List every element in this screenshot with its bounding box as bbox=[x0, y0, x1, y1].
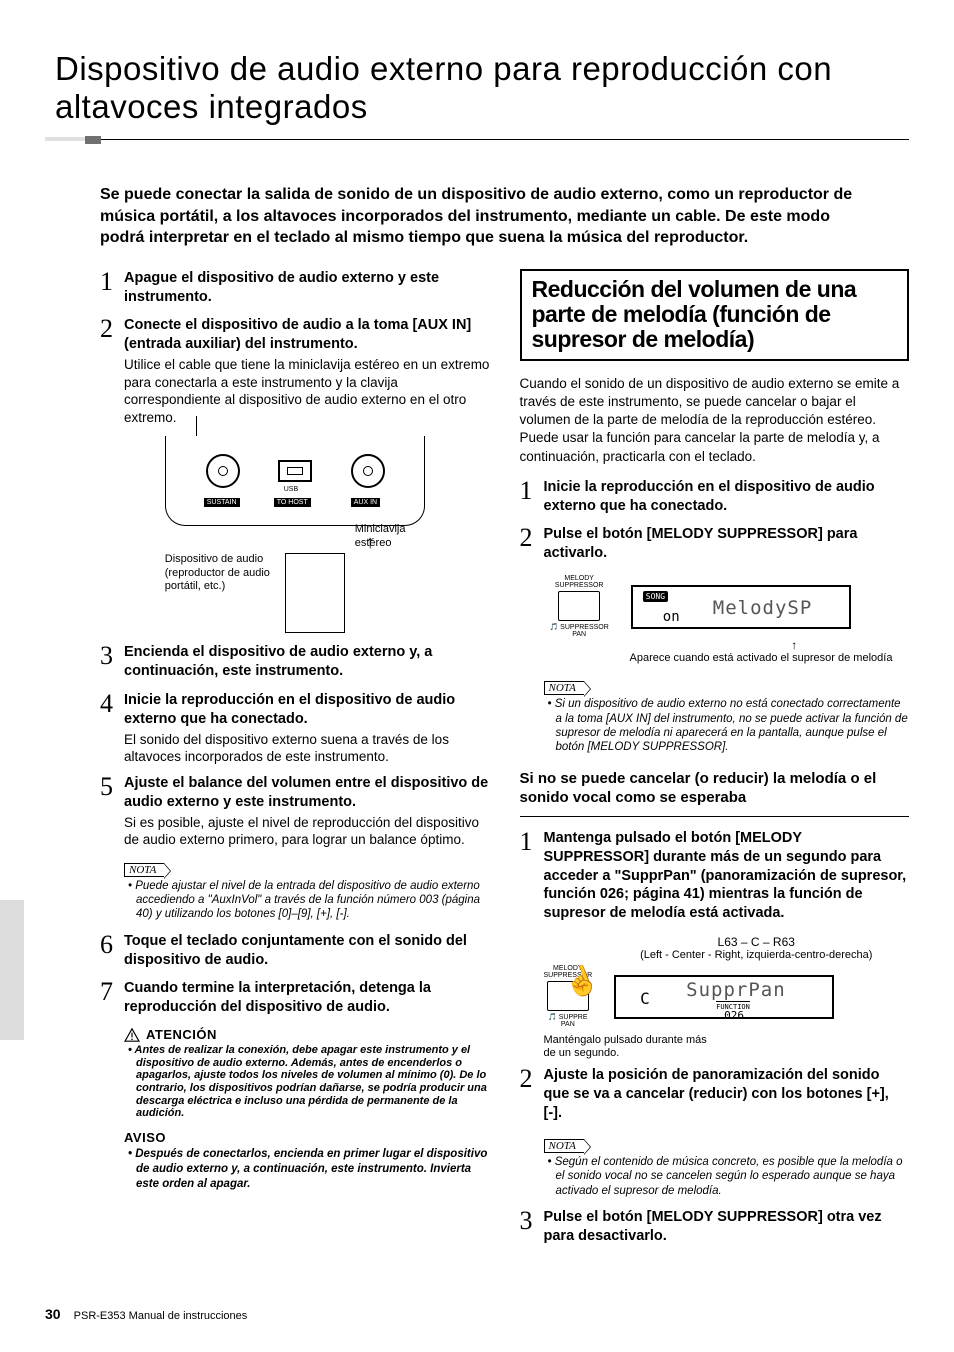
step-num: 2 bbox=[520, 525, 544, 565]
atencion-label: ATENCIÓN bbox=[146, 1027, 217, 1042]
step-title: Pulse el botón [MELODY SUPPRESSOR] otra … bbox=[544, 1208, 910, 1246]
nota-b-text: • Según el contenido de música concreto,… bbox=[556, 1155, 910, 1198]
nota-label: NOTA bbox=[544, 681, 584, 695]
step-title: Conecte el dispositivo de audio a la tom… bbox=[124, 316, 490, 354]
connection-diagram: SUSTAIN USB TO HOST AUX IN ↑ Dispositivo… bbox=[165, 436, 425, 633]
miniclavija-caption: Miniclavija estéreo bbox=[355, 523, 415, 549]
step-num: 1 bbox=[520, 478, 544, 518]
hold-caption: Manténgalo pulsado durante más de un seg… bbox=[544, 1034, 714, 1060]
step-5: 5 Ajuste el balance del volumen entre el… bbox=[100, 774, 490, 849]
left-column: 1 Apague el dispositivo de audio externo… bbox=[100, 269, 490, 1256]
step-1: 1 Apague el dispositivo de audio externo… bbox=[100, 269, 490, 309]
step-num: 1 bbox=[520, 829, 544, 925]
step-title: Apague el dispositivo de audio externo y… bbox=[124, 269, 490, 307]
step-title: Ajuste el balance del volumen entre el d… bbox=[124, 774, 490, 812]
sustain-label: SUSTAIN bbox=[204, 498, 240, 507]
rb-step-1: 1 Mantenga pulsado el botón [MELODY SUPP… bbox=[520, 829, 910, 925]
atencion-row: ATENCIÓN bbox=[124, 1027, 490, 1042]
nota-label: NOTA bbox=[124, 863, 164, 877]
step-title: Cuando termine la interpretación, deteng… bbox=[124, 979, 490, 1017]
step-desc: Si es posible, ajuste el nivel de reprod… bbox=[124, 814, 490, 849]
divider bbox=[520, 816, 910, 817]
device-caption: Dispositivo de audio (reproductor de aud… bbox=[165, 553, 275, 593]
step-num: 2 bbox=[100, 316, 124, 426]
lcd-text: MelodySP bbox=[713, 597, 813, 619]
auxin-label: AUX IN bbox=[351, 498, 380, 507]
step-3: 3 Encienda el dispositivo de audio exter… bbox=[100, 643, 490, 683]
step-desc: Utilice el cable que tiene la miniclavij… bbox=[124, 356, 490, 426]
footer: 30 PSR-E353 Manual de instrucciones bbox=[45, 1306, 247, 1322]
range-top: L63 – C – R63 bbox=[604, 935, 910, 949]
step-num: 2 bbox=[520, 1066, 544, 1125]
step-2: 2 Conecte el dispositivo de audio a la t… bbox=[100, 316, 490, 426]
btn-bottom-label: 🎵 SUPPRESSOR PAN bbox=[550, 623, 609, 638]
display1-caption: Aparece cuando está activado el supresor… bbox=[630, 652, 910, 665]
tohost-label: TO HOST bbox=[274, 498, 311, 507]
step-num: 5 bbox=[100, 774, 124, 849]
step-title: Mantenga pulsado el botón [MELODY SUPPRE… bbox=[544, 829, 910, 923]
lcd-on: on bbox=[663, 609, 680, 625]
page-number: 30 bbox=[45, 1306, 61, 1322]
warning-icon bbox=[124, 1028, 140, 1042]
atencion-text: • Antes de realizar la conexión, debe ap… bbox=[136, 1044, 490, 1120]
nota-5-text: • Puede ajustar el nivel de la entrada d… bbox=[136, 879, 490, 922]
section-heading: Reducción del volumen de una parte de me… bbox=[532, 277, 898, 353]
step-7: 7 Cuando termine la interpretación, dete… bbox=[100, 979, 490, 1019]
lcd-c: C bbox=[640, 989, 650, 1008]
section-intro: Cuando el sonido de un dispositivo de au… bbox=[520, 375, 910, 466]
function-num: 026 bbox=[724, 1009, 744, 1022]
intro-text: Se puede conectar la salida de sonido de… bbox=[100, 184, 869, 249]
step-title: Encienda el dispositivo de audio externo… bbox=[124, 643, 490, 681]
step-num: 3 bbox=[520, 1208, 544, 1248]
range-sub: (Left - Center - Right, izquierda-centro… bbox=[604, 949, 910, 961]
page-title: Dispositivo de audio externo para reprod… bbox=[55, 50, 909, 126]
display-diagram-2: L63 – C – R63 (Left - Center - Right, iz… bbox=[544, 935, 910, 1060]
btn-top-label: MELODY SUPPRESSOR bbox=[550, 575, 609, 589]
step-num: 7 bbox=[100, 979, 124, 1019]
section-heading-box: Reducción del volumen de una parte de me… bbox=[520, 269, 910, 361]
step-4: 4 Inicie la reproducción en el dispositi… bbox=[100, 691, 490, 766]
step-6: 6 Toque el teclado conjuntamente con el … bbox=[100, 932, 490, 972]
nota-a-text: • Si un dispositivo de audio externo no … bbox=[556, 697, 910, 755]
step-title: Inicie la reproducción en el dispositivo… bbox=[124, 691, 490, 729]
display-diagram-1: MELODY SUPPRESSOR 🎵 SUPPRESSOR PAN SONG … bbox=[550, 575, 910, 665]
right-column: Reducción del volumen de una parte de me… bbox=[520, 269, 910, 1256]
step-title: Pulse el botón [MELODY SUPPRESSOR] para … bbox=[544, 525, 910, 563]
title-rule bbox=[45, 134, 909, 144]
lcd-text2: SupprPan bbox=[686, 979, 786, 1001]
side-tab bbox=[0, 900, 24, 1040]
step-title: Inicie la reproducción en el dispositivo… bbox=[544, 478, 910, 516]
r-step-1: 1 Inicie la reproducción en el dispositi… bbox=[520, 478, 910, 518]
sub-heading: Si no se puede cancelar (o reducir) la m… bbox=[520, 769, 910, 808]
aviso-text: • Después de conectarlos, encienda en pr… bbox=[136, 1147, 490, 1192]
step-title: Ajuste la posición de panoramización del… bbox=[544, 1066, 910, 1123]
rb-step-2: 2 Ajuste la posición de panoramización d… bbox=[520, 1066, 910, 1125]
btn-bottom-label: 🎵 SUPPRE PAN bbox=[544, 1013, 593, 1028]
nota-label: NOTA bbox=[544, 1139, 584, 1153]
song-badge: SONG bbox=[643, 591, 668, 602]
step-num: 4 bbox=[100, 691, 124, 766]
step-title: Toque el teclado conjuntamente con el so… bbox=[124, 932, 490, 970]
step-num: 1 bbox=[100, 269, 124, 309]
step-desc: El sonido del dispositivo externo suena … bbox=[124, 731, 490, 766]
step-num: 6 bbox=[100, 932, 124, 972]
usb-label: USB bbox=[284, 486, 298, 493]
step-num: 3 bbox=[100, 643, 124, 683]
aviso-label: AVISO bbox=[124, 1130, 490, 1145]
footer-doc: PSR-E353 Manual de instrucciones bbox=[74, 1310, 248, 1322]
r-step-2: 2 Pulse el botón [MELODY SUPPRESSOR] par… bbox=[520, 525, 910, 565]
rb-step-3: 3 Pulse el botón [MELODY SUPPRESSOR] otr… bbox=[520, 1208, 910, 1248]
